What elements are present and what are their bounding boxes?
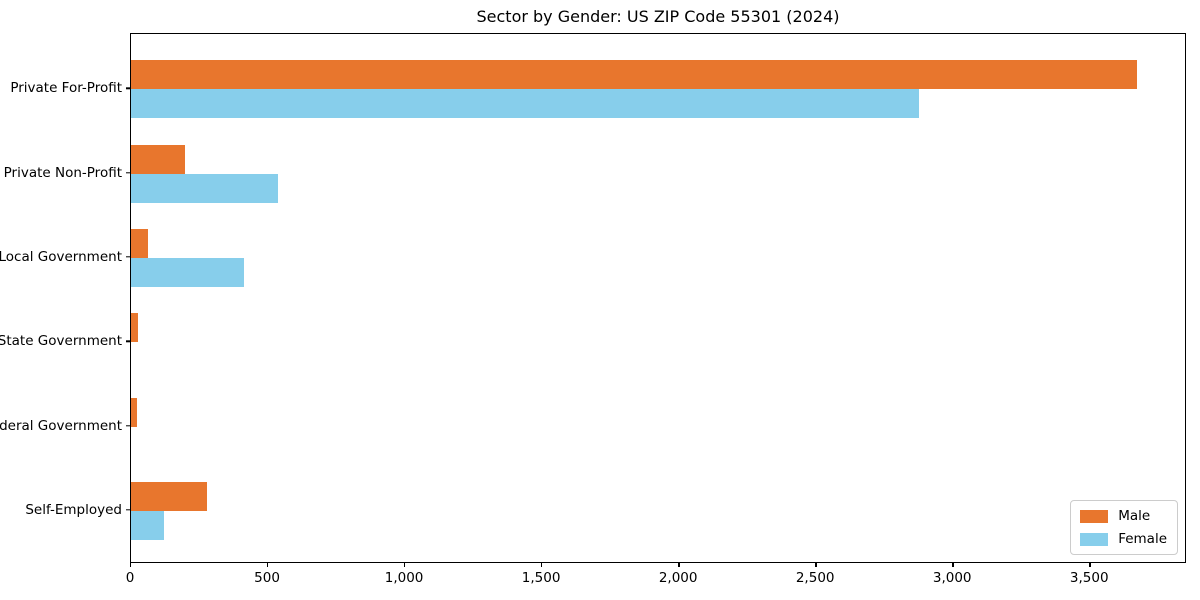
y-tick-label-private-non-profit: Private Non-Profit	[3, 164, 122, 181]
y-tick-mark-private-for-profit	[126, 87, 130, 89]
bar-male-private-for-profit	[131, 60, 1137, 90]
male-series-swatch	[1080, 509, 1109, 523]
legend-label-male: Male	[1118, 508, 1151, 524]
bar-female-private-for-profit	[131, 89, 919, 119]
female-series-swatch	[1080, 532, 1109, 546]
x-tick-label-1500: 1,500	[521, 570, 561, 586]
chart-title: Sector by Gender: US ZIP Code 55301 (202…	[476, 7, 840, 26]
x-tick-label-500: 500	[254, 570, 280, 586]
y-tick-mark-self-employed	[126, 509, 130, 511]
legend-label-female: Female	[1118, 531, 1167, 547]
bar-male-state-government	[131, 313, 138, 343]
x-tick-label-3000: 3,000	[932, 570, 972, 586]
legend-item-male: Male	[1080, 508, 1167, 524]
x-tick-mark-3000	[952, 563, 954, 567]
bar-female-self-employed	[131, 510, 165, 540]
x-tick-label-2500: 2,500	[795, 570, 835, 586]
y-tick-label-local-government: Local Government	[0, 248, 122, 265]
y-tick-mark-local-government	[126, 256, 130, 258]
bar-male-federal-government	[131, 397, 137, 427]
y-tick-label-federal-government: Federal Government	[0, 417, 122, 434]
plot-area: Male Female	[130, 33, 1186, 563]
x-tick-label-1000: 1,000	[384, 570, 424, 586]
x-tick-mark-2500	[815, 563, 817, 567]
y-tick-label-self-employed: Self-Employed	[25, 501, 122, 518]
y-tick-label-private-for-profit: Private For-Profit	[10, 80, 122, 97]
x-tick-mark-3500	[1089, 563, 1091, 567]
bar-female-private-non-profit	[131, 173, 278, 203]
x-tick-label-2000: 2,000	[658, 570, 698, 586]
x-tick-mark-1500	[541, 563, 543, 567]
bar-male-private-non-profit	[131, 144, 185, 174]
y-tick-mark-federal-government	[126, 424, 130, 427]
y-tick-mark-state-government	[126, 340, 130, 342]
x-tick-mark-500	[267, 563, 269, 567]
bar-female-local-government	[131, 257, 244, 287]
bar-male-self-employed	[131, 481, 207, 511]
x-tick-mark-2000	[678, 563, 680, 567]
x-tick-label-3500: 3,500	[1069, 570, 1109, 586]
x-tick-mark-1000	[404, 563, 406, 567]
x-tick-label-0: 0	[125, 570, 135, 586]
x-tick-mark-0	[130, 563, 132, 567]
legend-item-female: Female	[1080, 531, 1167, 547]
y-tick-label-state-government: State Government	[0, 333, 122, 350]
y-tick-mark-private-non-profit	[126, 171, 130, 174]
legend: Male Female	[1070, 500, 1178, 555]
bar-male-local-government	[131, 228, 148, 258]
